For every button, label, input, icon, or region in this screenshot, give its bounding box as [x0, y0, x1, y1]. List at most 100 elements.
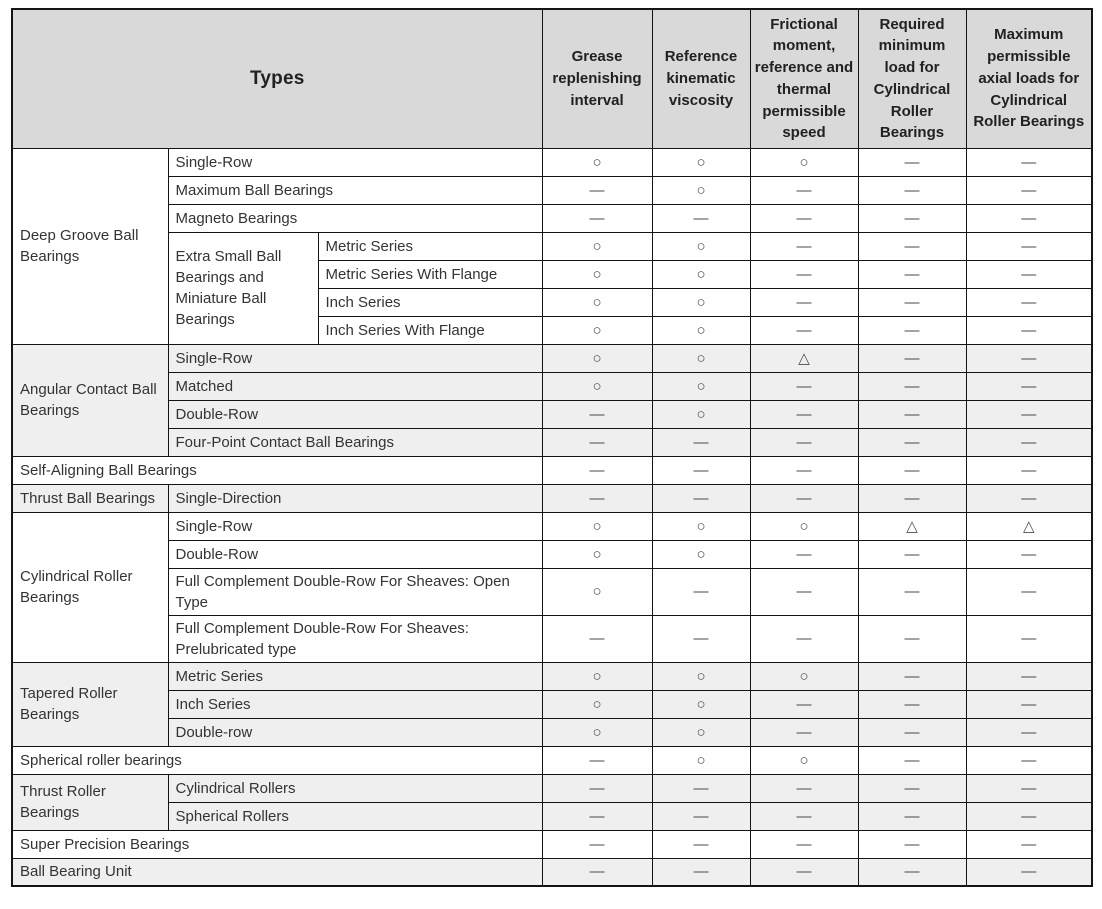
circle-symbol-cell: ○ [541, 539, 653, 569]
dash-symbol-cell: — [965, 455, 1093, 485]
table-header: Types Grease replenishing interval Refer… [11, 8, 1093, 149]
circle-symbol-cell: ○ [749, 661, 859, 691]
table-row: Extra Small Ball Bearings and Miniature … [12, 231, 1093, 345]
circle-symbol-cell: ○ [651, 287, 751, 317]
types-column-header: Types [11, 8, 543, 149]
table-row: Matched ○ ○ — — — [12, 371, 1093, 401]
dash-symbol-cell: — [749, 371, 859, 401]
dash-symbol-cell: — [965, 259, 1093, 289]
dash-symbol-cell: — [965, 483, 1093, 513]
circle-symbol-cell: ○ [541, 231, 653, 261]
dash-symbol-cell: — [651, 455, 751, 485]
dash-symbol-cell: — [965, 829, 1093, 859]
dash-symbol-cell: — [965, 717, 1093, 747]
dash-symbol-cell: — [651, 203, 751, 233]
circle-symbol-cell: ○ [749, 511, 859, 541]
bearing-features-table: Types Grease replenishing interval Refer… [11, 8, 1093, 887]
type-label-cell: Maximum Ball Bearings [167, 175, 543, 205]
dash-symbol-cell: — [965, 371, 1093, 401]
circle-symbol-cell: ○ [541, 371, 653, 401]
column-header-grease-interval: Grease replenishing interval [541, 8, 653, 149]
type-label-cell: Double-Row [167, 539, 543, 569]
dash-symbol-cell: — [749, 567, 859, 616]
table-row: Double-row ○ ○ — — — [12, 717, 1093, 747]
dash-symbol-cell: — [651, 567, 751, 616]
circle-symbol-cell: ○ [749, 745, 859, 775]
circle-symbol-cell: ○ [541, 661, 653, 691]
table-row: Inch Series ○ ○ — — — [12, 287, 1093, 317]
column-header-max-axial-loads: Maximum permissible axial loads for Cyli… [965, 8, 1093, 149]
triangle-symbol-cell: △ [965, 511, 1093, 541]
type-label-cell: Single-Row [167, 343, 543, 373]
dash-symbol-cell: — [965, 427, 1093, 457]
dash-symbol-cell: — [651, 829, 751, 859]
group-label-cell: Super Precision Bearings [11, 829, 543, 859]
dash-symbol-cell: — [857, 231, 967, 261]
group-label-cell: Tapered Roller Bearings [11, 661, 169, 747]
circle-symbol-cell: ○ [749, 147, 859, 177]
dash-symbol-cell: — [651, 614, 751, 663]
dash-symbol-cell: — [857, 661, 967, 691]
table-row: Double-Row ○ ○ — — — [12, 539, 1093, 569]
dash-symbol-cell: — [965, 801, 1093, 831]
dash-symbol-cell: — [651, 427, 751, 457]
table-row: Thrust Roller Bearings Cylindrical Roller… [11, 773, 1093, 831]
dash-symbol-cell: — [965, 343, 1093, 373]
dash-symbol-cell: — [749, 175, 859, 205]
table-row: Deep Groove Ball Bearings Single-Row ○ ○ ○ — — [11, 147, 1093, 345]
table-row: Super Precision Bearings — — — — — [11, 829, 1093, 859]
circle-symbol-cell: ○ [541, 259, 653, 289]
dash-symbol-cell: — [749, 483, 859, 513]
circle-symbol-cell: ○ [651, 539, 751, 569]
dash-symbol-cell: — [749, 857, 859, 887]
column-header-frictional-moment: Frictional moment, reference and thermal… [749, 8, 859, 149]
dash-symbol-cell: — [857, 371, 967, 401]
triangle-symbol-cell: △ [857, 511, 967, 541]
type-label-cell: Double-row [167, 717, 543, 747]
dash-symbol-cell: — [749, 287, 859, 317]
dash-symbol-cell: — [857, 539, 967, 569]
circle-symbol-cell: ○ [651, 147, 751, 177]
circle-symbol-cell: ○ [541, 689, 653, 719]
dash-symbol-cell: — [965, 287, 1093, 317]
group-label-cell: Thrust Ball Bearings [11, 483, 169, 513]
dash-symbol-cell: — [857, 343, 967, 373]
type-label-cell: Single-Direction [167, 483, 543, 513]
circle-symbol-cell: ○ [541, 717, 653, 747]
table-row: Spherical roller bearings — ○ ○ — — [11, 745, 1093, 775]
dash-symbol-cell: — [965, 203, 1093, 233]
dash-symbol-cell: — [857, 857, 967, 887]
dash-symbol-cell: — [857, 801, 967, 831]
dash-symbol-cell: — [541, 745, 653, 775]
dash-symbol-cell: — [749, 773, 859, 803]
dash-symbol-cell: — [965, 857, 1093, 887]
circle-symbol-cell: ○ [651, 259, 751, 289]
dash-symbol-cell: — [965, 399, 1093, 429]
dash-symbol-cell: — [857, 717, 967, 747]
dash-symbol-cell: — [857, 147, 967, 177]
dash-symbol-cell: — [965, 315, 1093, 345]
group-label-cell: Thrust Roller Bearings [11, 773, 169, 831]
dash-symbol-cell: — [749, 717, 859, 747]
type-label-cell: Four-Point Contact Ball Bearings [167, 427, 543, 457]
type-label-cell: Inch Series [167, 689, 543, 719]
table-body: Deep Groove Ball Bearings Single-Row ○ ○ ○ — —… [11, 147, 1093, 887]
dash-symbol-cell: — [749, 801, 859, 831]
dash-symbol-cell: — [651, 773, 751, 803]
circle-symbol-cell: ○ [651, 371, 751, 401]
dash-symbol-cell: — [965, 567, 1093, 616]
type-label-cell: Magneto Bearings [167, 203, 543, 233]
type-label-cell: Extra Small Ball Bearings and Miniature … [167, 231, 319, 345]
table-row: Full Complement Double-Row For Sheaves: … [12, 614, 1093, 663]
circle-symbol-cell: ○ [651, 661, 751, 691]
dash-symbol-cell: — [857, 315, 967, 345]
subtype-label-cell: Inch Series [317, 287, 543, 317]
table-row: Full Complement Double-Row For Sheaves: … [12, 567, 1093, 616]
dash-symbol-cell: — [857, 689, 967, 719]
circle-symbol-cell: ○ [651, 511, 751, 541]
type-label-cell: Full Complement Double-Row For Sheaves: … [167, 567, 543, 616]
dash-symbol-cell: — [965, 539, 1093, 569]
dash-symbol-cell: — [749, 203, 859, 233]
column-header-required-minimum-load: Required minimum load for Cylindrical Ro… [857, 8, 967, 149]
circle-symbol-cell: ○ [541, 287, 653, 317]
